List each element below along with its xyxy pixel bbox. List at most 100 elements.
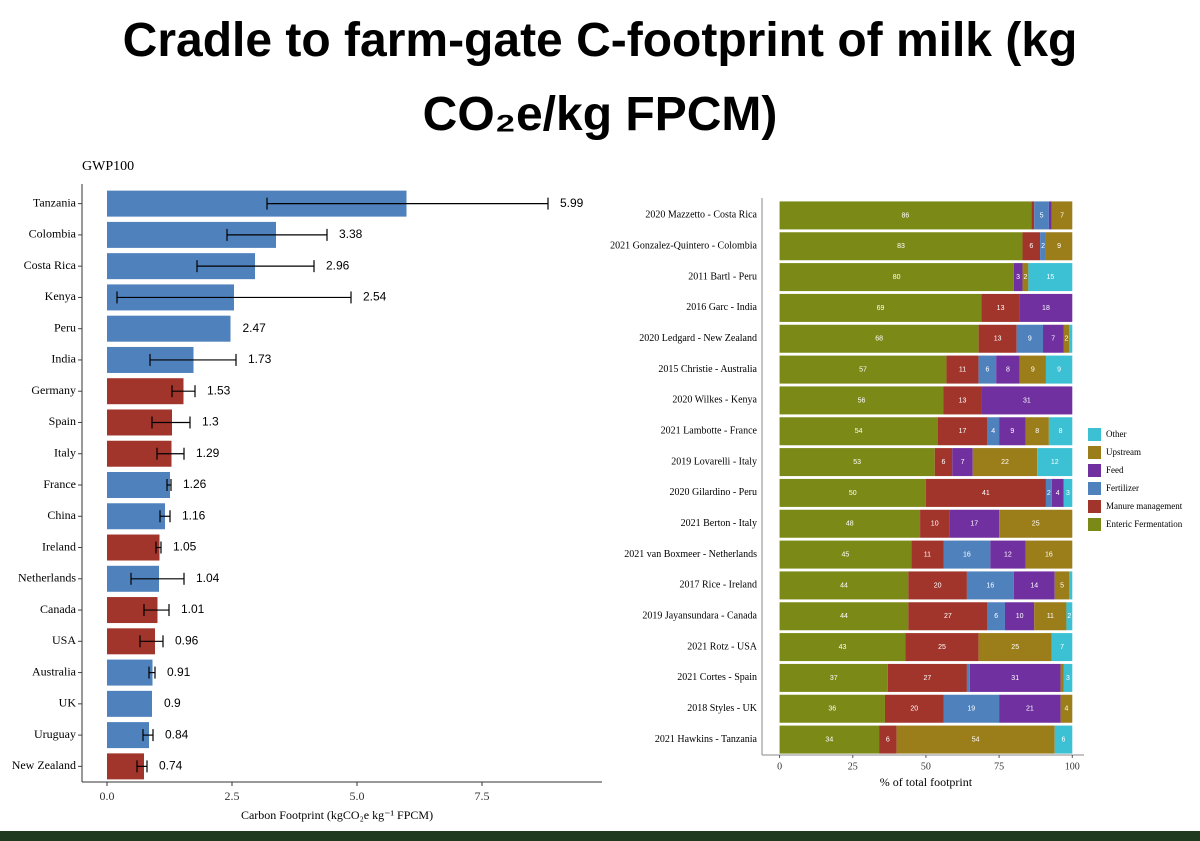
value-label: 1.53: [207, 383, 231, 397]
legend-swatch: [1088, 500, 1101, 513]
legend-swatch: [1088, 464, 1101, 477]
y-tick-label: 2021 Rotz - USA: [687, 641, 758, 652]
bar-segment: [1060, 663, 1064, 692]
segment-label: 43: [839, 644, 847, 651]
y-tick-label: 2018 Styles - UK: [687, 703, 758, 714]
bar: [107, 690, 152, 717]
y-tick-label: Italy: [54, 445, 76, 459]
x-tick-label: 7.5: [475, 789, 490, 803]
value-label: 0.9: [164, 696, 181, 710]
segment-label: 16: [1045, 551, 1053, 558]
bar-segment: [1028, 263, 1073, 292]
chart-subtitle: GWP100: [82, 159, 134, 174]
bar-segment: [779, 509, 921, 538]
bar-segment: [981, 386, 1073, 415]
segment-label: 7: [1051, 336, 1055, 343]
bar-segment: [1016, 324, 1044, 353]
segment-label: 9: [1028, 336, 1032, 343]
segment-label: 50: [849, 490, 857, 497]
bar-segment: [934, 448, 953, 477]
value-label: 2.54: [363, 290, 387, 304]
bar-segment: [996, 355, 1020, 384]
segment-label: 27: [944, 613, 952, 620]
bar-segment: [969, 663, 1061, 692]
bar: [107, 503, 165, 530]
bar-segment: [1045, 232, 1073, 261]
segment-label: 68: [875, 336, 883, 343]
bar-segment: [779, 232, 1023, 261]
bar: [107, 378, 184, 405]
segment-label: 25: [938, 644, 946, 651]
segment-label: 54: [972, 736, 980, 743]
bar-segment: [943, 694, 1000, 723]
segment-label: 3: [1066, 675, 1070, 682]
bar-segment: [1045, 355, 1073, 384]
segment-label: 57: [859, 366, 867, 373]
segment-label: 20: [934, 582, 942, 589]
bar-segment: [884, 694, 944, 723]
bar-segment: [1069, 571, 1073, 600]
x-tick-label: 5.0: [350, 789, 365, 803]
y-tick-label: 2019 Jayansundara - Canada: [642, 611, 757, 622]
bar-segment: [908, 602, 988, 631]
x-tick-label: 50: [921, 761, 931, 772]
value-label: 0.91: [167, 665, 191, 679]
bar-segment: [1022, 232, 1041, 261]
bar-segment: [779, 201, 1032, 230]
segment-label: 69: [877, 305, 885, 312]
bar-segment: [952, 448, 973, 477]
y-tick-label: Netherlands: [18, 571, 76, 585]
x-tick-label: 2.5: [225, 789, 240, 803]
bar-segment: [925, 478, 1046, 507]
bar-segment: [1051, 201, 1073, 230]
legend-label: Upstream: [1106, 447, 1141, 457]
bar: [107, 659, 153, 686]
segment-label: 15: [1046, 274, 1054, 281]
bar-segment: [972, 448, 1038, 477]
segment-label: 9: [1057, 366, 1061, 373]
segment-label: 8: [1006, 366, 1010, 373]
bar-segment: [779, 355, 947, 384]
x-tick-label: 75: [994, 761, 1004, 772]
legend-swatch: [1088, 482, 1101, 495]
legend-swatch: [1088, 428, 1101, 441]
segment-label: 6: [886, 736, 890, 743]
y-tick-label: 2020 Ledgard - New Zealand: [639, 333, 757, 344]
segment-label: 2: [1047, 490, 1051, 497]
bar: [107, 315, 231, 342]
segment-label: 4: [1064, 706, 1068, 713]
legend-label: Enteric Fermentation: [1106, 519, 1183, 529]
bar-segment: [879, 725, 897, 754]
bar: [107, 722, 149, 749]
bar: [107, 534, 160, 561]
bar-segment: [966, 571, 1014, 600]
y-tick-label: UK: [59, 696, 77, 710]
segment-label: 21: [1026, 706, 1034, 713]
value-label: 1.73: [248, 352, 272, 366]
y-tick-label: Ireland: [42, 539, 76, 553]
y-tick-label: 2021 van Boxmeer - Netherlands: [624, 549, 757, 560]
bar-segment: [1054, 571, 1070, 600]
bar-segment: [1048, 201, 1052, 230]
y-tick-label: Colombia: [29, 227, 77, 241]
segment-label: 4: [1056, 490, 1060, 497]
x-tick-label: 25: [848, 761, 858, 772]
bar-segment: [978, 324, 1017, 353]
y-tick-label: 2021 Gonzalez-Quintero - Colombia: [610, 241, 757, 252]
bar-segment: [1043, 324, 1064, 353]
segment-label: 11: [959, 366, 966, 373]
segment-label: 4: [991, 428, 995, 435]
y-tick-label: 2017 Rice - Ireland: [680, 580, 757, 591]
y-tick-label: Costa Rica: [24, 258, 77, 272]
segment-label: 31: [1011, 675, 1019, 682]
bar-segment: [1063, 324, 1070, 353]
segment-label: 8: [1059, 428, 1063, 435]
value-label: 2.96: [326, 258, 350, 272]
segment-label: 2: [1067, 613, 1071, 620]
segment-label: 44: [840, 582, 848, 589]
bar-segment: [779, 386, 944, 415]
bar-segment: [779, 663, 888, 692]
segment-label: 5: [1040, 212, 1044, 219]
y-tick-label: 2016 Garc - India: [686, 302, 757, 313]
